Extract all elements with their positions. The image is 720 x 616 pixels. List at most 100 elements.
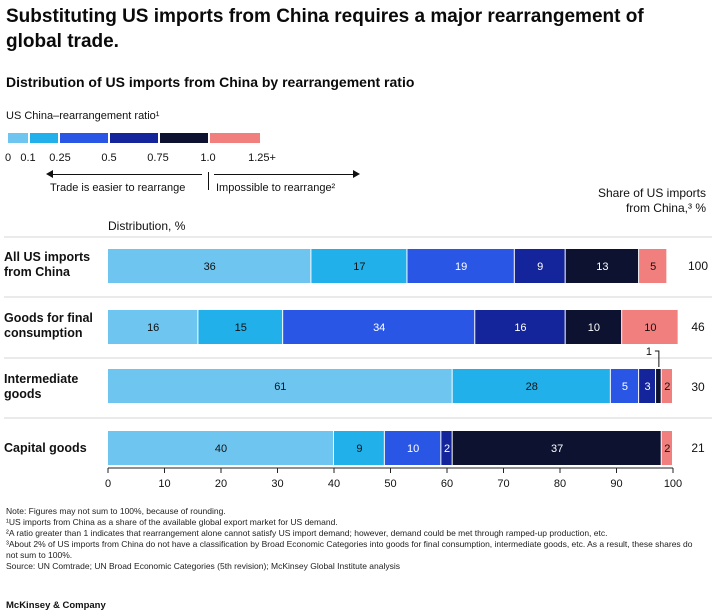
bar-segment bbox=[475, 310, 565, 344]
bar-segment bbox=[311, 249, 407, 283]
legend-swatch-4 bbox=[110, 133, 158, 143]
bar-value-label: 61 bbox=[274, 381, 286, 393]
share-header: Share of US imports from China,³ % bbox=[597, 186, 706, 215]
bar-value-label: 37 bbox=[551, 443, 563, 455]
bar-value-label: 19 bbox=[455, 261, 467, 273]
legend-tick: 1.0 bbox=[200, 152, 216, 164]
legend-title: US China–rearrangement ratio¹ bbox=[6, 110, 160, 122]
bar-value-label: 1 bbox=[646, 346, 652, 358]
bar-segment bbox=[661, 431, 672, 465]
bar-value-label: 10 bbox=[588, 322, 600, 334]
x-tick-label: 100 bbox=[664, 478, 682, 490]
bar-segment bbox=[407, 249, 514, 283]
legend-color-scale bbox=[8, 133, 260, 143]
category-label: Capital goods bbox=[4, 441, 87, 455]
x-tick-label: 10 bbox=[158, 478, 170, 490]
x-tick-label: 30 bbox=[271, 478, 283, 490]
brand-logo-text: McKinsey & Company bbox=[6, 600, 106, 611]
category-label: Goods for final consumption bbox=[4, 311, 93, 340]
legend-right-note: Impossible to rearrange² bbox=[216, 182, 336, 194]
bar-value-label: 34 bbox=[373, 322, 385, 334]
x-tick-label: 80 bbox=[554, 478, 566, 490]
legend-swatch-2 bbox=[30, 133, 58, 143]
x-tick-label: 70 bbox=[497, 478, 509, 490]
bar-value-label: 17 bbox=[353, 261, 365, 273]
category-label: Intermediate goods bbox=[4, 372, 79, 401]
legend-swatch-6 bbox=[210, 133, 260, 143]
legend-left-note: Trade is easier to rearrange bbox=[50, 182, 186, 194]
bar-segment bbox=[108, 310, 198, 344]
bar-value-label: 40 bbox=[215, 443, 227, 455]
bar-value-label: 2 bbox=[664, 381, 670, 393]
legend-tick: 0.25 bbox=[49, 152, 71, 164]
bar-value-label: 3 bbox=[645, 381, 651, 393]
legend-tick: 0.75 bbox=[147, 152, 169, 164]
bar-segment bbox=[452, 369, 610, 403]
bar-segment bbox=[622, 310, 678, 344]
bar-segment bbox=[661, 369, 672, 403]
bar-value-label: 10 bbox=[407, 443, 419, 455]
bar-value-label: 36 bbox=[204, 261, 216, 273]
chart-subtitle: Distribution of US imports from China by… bbox=[6, 74, 415, 90]
x-tick-label: 40 bbox=[328, 478, 340, 490]
label-leader-line bbox=[654, 350, 660, 367]
footnote: ¹US imports from China as a share of the… bbox=[6, 517, 338, 527]
bar-segment bbox=[108, 431, 333, 465]
legend-swatch-3 bbox=[60, 133, 108, 143]
share-value: 100 bbox=[687, 259, 709, 273]
bar-segment bbox=[198, 310, 283, 344]
legend-tick: 0 bbox=[4, 152, 12, 164]
legend-swatch-5 bbox=[160, 133, 208, 143]
legend-swatch-1 bbox=[8, 133, 28, 143]
legend-tick: 0.5 bbox=[101, 152, 117, 164]
bar-segment bbox=[452, 431, 661, 465]
category-label: All US imports from China bbox=[4, 250, 91, 279]
right-arrow-line bbox=[214, 174, 354, 175]
bar-segment bbox=[441, 431, 452, 465]
bar-segment bbox=[610, 369, 639, 403]
bar-value-label: 5 bbox=[650, 261, 656, 273]
bar-value-label: 13 bbox=[596, 261, 608, 273]
bar-segment bbox=[656, 369, 661, 403]
share-value: 30 bbox=[691, 380, 705, 394]
bar-value-label: 16 bbox=[147, 322, 159, 334]
legend-tick: 0.1 bbox=[20, 152, 36, 164]
bar-value-label: 10 bbox=[644, 322, 656, 334]
legend-divider bbox=[208, 172, 209, 190]
bar-segment bbox=[108, 369, 452, 403]
bar-value-label: 15 bbox=[235, 322, 247, 334]
x-axis-label: Distribution, % bbox=[108, 219, 186, 233]
bar-value-label: 16 bbox=[514, 322, 526, 334]
footnotes: Note: Figures may not sum to 100%, becau… bbox=[6, 506, 706, 572]
bar-segment bbox=[384, 431, 441, 465]
bar-segment bbox=[565, 249, 639, 283]
bar-segment bbox=[565, 310, 622, 344]
x-tick-label: 20 bbox=[215, 478, 227, 490]
left-arrow-line bbox=[50, 174, 202, 175]
x-tick-label: 90 bbox=[610, 478, 622, 490]
bar-segment bbox=[108, 249, 311, 283]
footnote: Note: Figures may not sum to 100%, becau… bbox=[6, 506, 226, 516]
footnote: ³About 2% of US imports from China do no… bbox=[6, 539, 693, 560]
share-value: 46 bbox=[691, 320, 705, 334]
bar-value-label: 2 bbox=[444, 443, 450, 455]
footnote: Source: UN Comtrade; UN Broad Economic C… bbox=[6, 561, 400, 571]
bar-segment bbox=[514, 249, 565, 283]
bar-value-label: 28 bbox=[526, 381, 538, 393]
legend-tick: 1.25+ bbox=[248, 152, 276, 164]
x-tick-label: 60 bbox=[441, 478, 453, 490]
x-tick-label: 0 bbox=[105, 478, 111, 490]
bar-segment bbox=[334, 431, 384, 465]
bar-segment bbox=[639, 369, 656, 403]
bar-value-label: 9 bbox=[537, 261, 543, 273]
bar-segment bbox=[283, 310, 475, 344]
footnote: ²A ratio greater than 1 indicates that r… bbox=[6, 528, 608, 538]
chart-title: Substituting US imports from China requi… bbox=[6, 6, 644, 52]
bar-value-label: 9 bbox=[356, 443, 362, 455]
bar-segment bbox=[639, 249, 667, 283]
share-value: 21 bbox=[691, 441, 705, 455]
bar-value-label: 2 bbox=[664, 443, 670, 455]
x-tick-label: 50 bbox=[384, 478, 396, 490]
bar-value-label: 5 bbox=[622, 381, 628, 393]
